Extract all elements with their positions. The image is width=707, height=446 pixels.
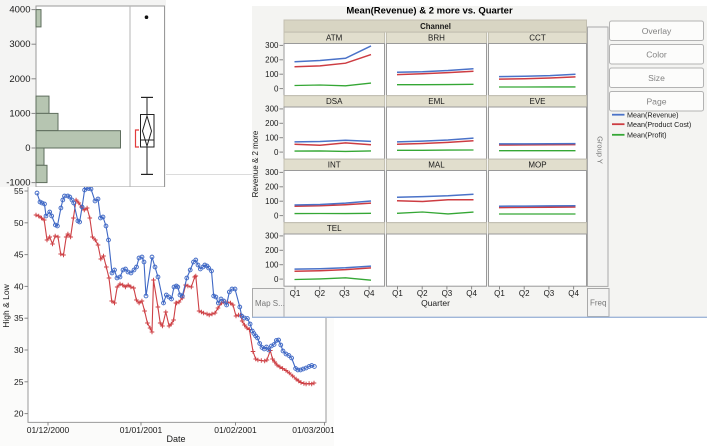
svg-text:4000: 4000 [9, 5, 30, 16]
svg-text:Freq: Freq [590, 299, 606, 308]
svg-text:300: 300 [265, 41, 279, 50]
svg-text:Page: Page [646, 97, 666, 107]
svg-text:Color: Color [646, 50, 667, 60]
svg-text:Q1: Q1 [392, 289, 403, 298]
svg-text:100: 100 [265, 261, 279, 270]
svg-text:40: 40 [14, 281, 24, 291]
svg-text:Q1: Q1 [290, 289, 301, 298]
svg-text:Mean(Profit): Mean(Profit) [627, 131, 667, 140]
svg-text:EVE: EVE [529, 97, 545, 106]
svg-text:55: 55 [14, 187, 24, 196]
svg-text:Q1: Q1 [494, 289, 505, 298]
svg-text:Revenue & 2 more: Revenue & 2 more [252, 130, 260, 197]
svg-text:High & Low: High & Low [1, 283, 11, 327]
svg-text:CCT: CCT [529, 34, 546, 43]
svg-text:01/01/2001: 01/01/2001 [120, 425, 163, 435]
svg-text:01/12/2000: 01/12/2000 [27, 425, 70, 435]
svg-text:Q3: Q3 [442, 289, 453, 298]
svg-text:Date: Date [166, 434, 185, 444]
svg-text:TEL: TEL [327, 224, 342, 233]
svg-text:-1000: -1000 [6, 178, 30, 189]
svg-text:0: 0 [274, 275, 279, 284]
svg-text:200: 200 [265, 183, 279, 192]
svg-text:Channel: Channel [420, 22, 451, 31]
svg-text:Mean(Revenue) & 2 more vs. Qua: Mean(Revenue) & 2 more vs. Quarter [346, 6, 513, 17]
svg-text:2000: 2000 [9, 74, 30, 85]
svg-text:35: 35 [14, 313, 24, 323]
svg-text:45: 45 [14, 250, 24, 260]
svg-text:Q2: Q2 [519, 289, 530, 298]
svg-text:ATM: ATM [326, 34, 343, 43]
svg-text:DSA: DSA [326, 97, 343, 106]
svg-text:Mean(Product Cost): Mean(Product Cost) [627, 120, 691, 129]
svg-text:200: 200 [265, 56, 279, 65]
svg-text:20: 20 [14, 409, 24, 419]
svg-text:Size: Size [648, 73, 665, 83]
svg-text:1000: 1000 [9, 108, 30, 119]
svg-text:300: 300 [265, 168, 279, 177]
svg-text:Q3: Q3 [339, 289, 350, 298]
svg-text:300: 300 [265, 232, 279, 241]
svg-text:MOP: MOP [528, 161, 546, 170]
svg-text:100: 100 [265, 70, 279, 79]
svg-text:300: 300 [265, 105, 279, 114]
svg-text:Quarter: Quarter [421, 298, 450, 308]
svg-text:Mean(Revenue): Mean(Revenue) [627, 111, 679, 120]
svg-text:Q3: Q3 [544, 289, 555, 298]
svg-text:0: 0 [274, 211, 279, 220]
svg-text:0: 0 [25, 143, 30, 154]
svg-text:01/02/2001: 01/02/2001 [214, 425, 257, 435]
svg-text:200: 200 [265, 246, 279, 255]
svg-text:Q4: Q4 [568, 289, 579, 298]
svg-text:Q4: Q4 [466, 289, 477, 298]
svg-text:01/03/2001: 01/03/2001 [292, 425, 334, 435]
svg-text:100: 100 [265, 134, 279, 143]
svg-text:3000: 3000 [9, 39, 30, 50]
svg-text:Q2: Q2 [417, 289, 428, 298]
svg-text:MAL: MAL [428, 161, 445, 170]
svg-text:BRH: BRH [428, 34, 445, 43]
svg-text:0: 0 [274, 148, 279, 157]
svg-text:Q4: Q4 [364, 289, 375, 298]
svg-text:100: 100 [265, 197, 279, 206]
svg-text:50: 50 [14, 218, 24, 228]
svg-text:EML: EML [428, 97, 445, 106]
svg-text:Group Y: Group Y [596, 136, 605, 164]
svg-text:Q2: Q2 [314, 289, 325, 298]
svg-text:0: 0 [274, 84, 279, 93]
svg-text:30: 30 [14, 345, 24, 355]
svg-text:25: 25 [14, 377, 24, 387]
svg-text:Overlay: Overlay [642, 26, 672, 36]
svg-text:INT: INT [328, 161, 341, 170]
svg-text:200: 200 [265, 119, 279, 128]
svg-text:Map S...: Map S... [255, 299, 285, 308]
